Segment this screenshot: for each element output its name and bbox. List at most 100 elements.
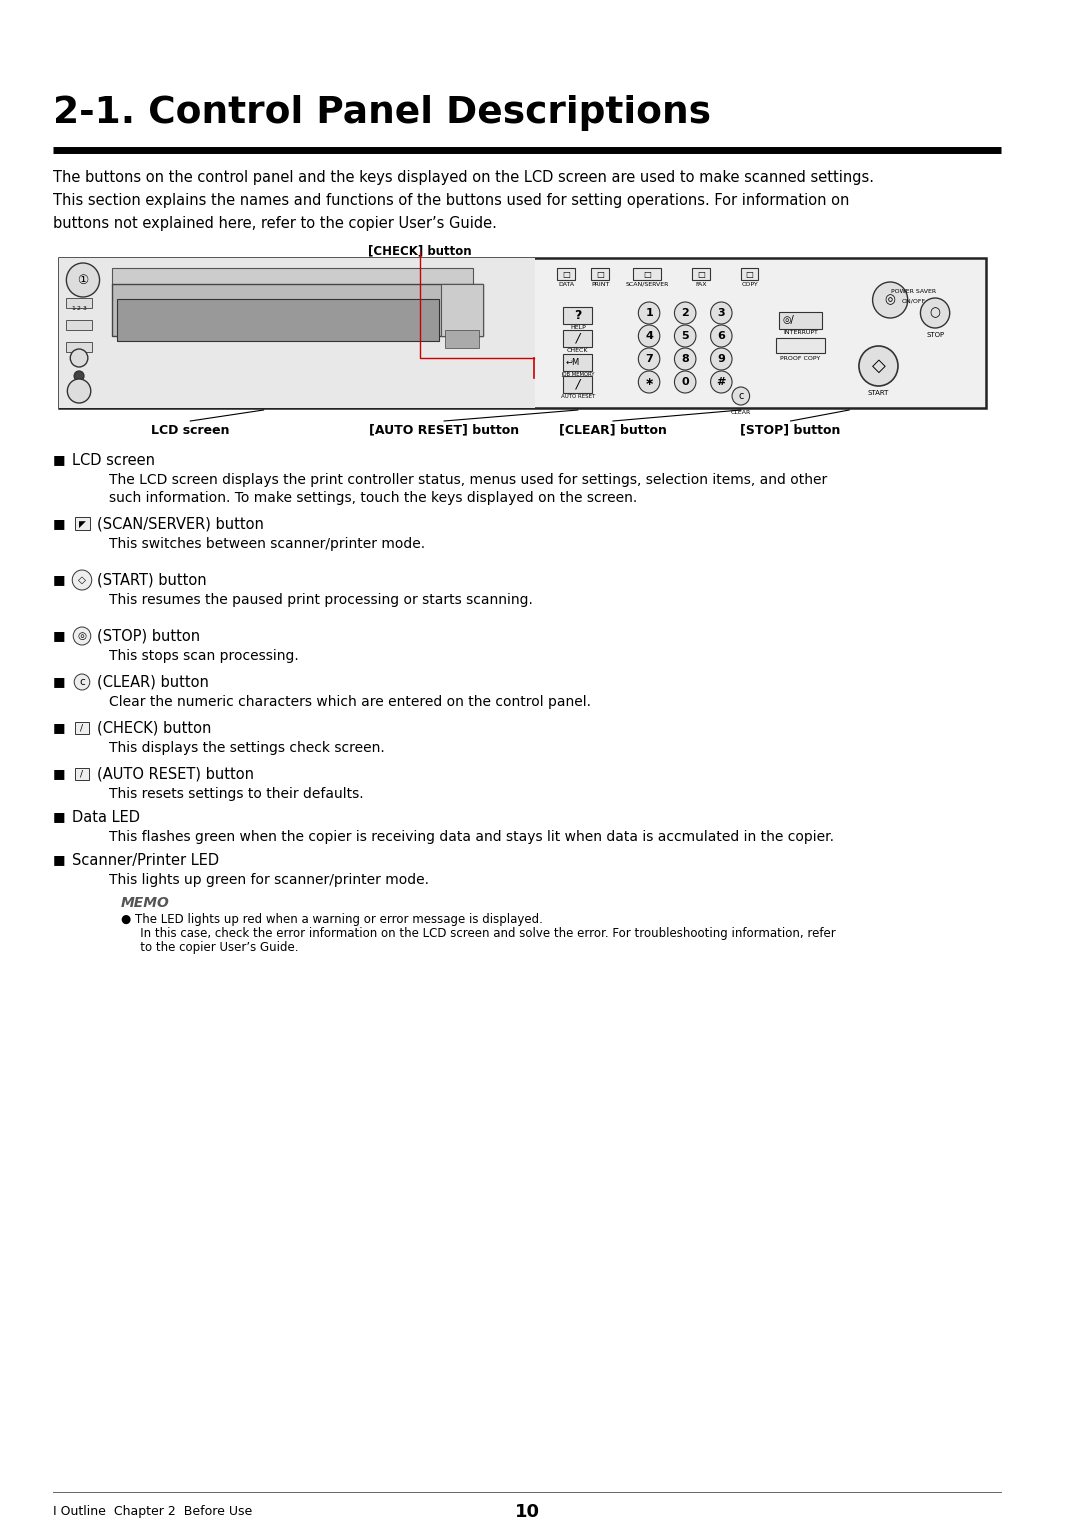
- Text: SCAN/SERVER: SCAN/SERVER: [625, 281, 669, 287]
- Circle shape: [75, 371, 84, 382]
- Text: [CHECK] button: [CHECK] button: [368, 244, 472, 256]
- Bar: [76, 722, 89, 734]
- Text: ◇: ◇: [872, 357, 886, 375]
- Circle shape: [638, 348, 660, 369]
- Text: (CLEAR) button: (CLEAR) button: [96, 674, 208, 690]
- Bar: [112, 284, 483, 336]
- Text: INTERRUPT: INTERRUPT: [783, 330, 818, 334]
- Text: 0: 0: [681, 377, 689, 388]
- Text: PROOF COPY: PROOF COPY: [780, 356, 821, 360]
- Bar: [779, 311, 822, 330]
- Text: ■: ■: [53, 574, 65, 586]
- Text: [AUTO RESET] button: [AUTO RESET] button: [369, 424, 519, 436]
- Text: such information. To make settings, touch the keys displayed on the screen.: such information. To make settings, touc…: [109, 491, 637, 505]
- Bar: [563, 354, 593, 371]
- Text: FAX: FAX: [696, 281, 706, 287]
- Text: Data LED: Data LED: [72, 809, 140, 824]
- Text: (START) button: (START) button: [96, 572, 206, 588]
- Bar: [445, 330, 480, 348]
- Text: AUTO RESET: AUTO RESET: [561, 394, 595, 398]
- Text: I Outline  Chapter 2  Before Use: I Outline Chapter 2 Before Use: [53, 1506, 252, 1518]
- Bar: [76, 768, 89, 780]
- Text: /: /: [576, 377, 580, 391]
- Text: ◎: ◎: [885, 293, 895, 307]
- Text: This stops scan processing.: This stops scan processing.: [109, 649, 299, 662]
- Text: ■: ■: [53, 630, 65, 642]
- Text: HELP: HELP: [570, 325, 585, 330]
- Text: ■: ■: [53, 768, 65, 780]
- Text: □: □: [563, 270, 570, 279]
- Circle shape: [73, 627, 91, 645]
- Text: This resumes the paused print processing or starts scanning.: This resumes the paused print processing…: [109, 594, 534, 607]
- Circle shape: [711, 325, 732, 346]
- Text: CLEAR: CLEAR: [731, 409, 751, 415]
- Text: 4: 4: [645, 331, 653, 340]
- Text: ON/OFF: ON/OFF: [902, 299, 926, 304]
- Bar: [557, 269, 575, 279]
- Bar: [76, 517, 90, 530]
- Text: This switches between scanner/printer mode.: This switches between scanner/printer mo…: [109, 537, 426, 551]
- Text: [CLEAR] button: [CLEAR] button: [559, 424, 667, 436]
- Bar: [66, 298, 92, 308]
- Text: #: #: [717, 377, 726, 388]
- Text: POWER SAVER: POWER SAVER: [891, 288, 936, 293]
- Text: 9: 9: [717, 354, 726, 365]
- Text: (STOP) button: (STOP) button: [96, 629, 200, 644]
- Text: ○: ○: [930, 307, 941, 319]
- Text: LCD screen: LCD screen: [151, 424, 230, 436]
- Circle shape: [675, 325, 696, 346]
- Bar: [66, 320, 92, 330]
- Text: In this case, check the error information on the LCD screen and solve the error.: In this case, check the error informatio…: [129, 926, 836, 940]
- Bar: [117, 299, 440, 340]
- Bar: [692, 269, 710, 279]
- Bar: [563, 375, 593, 394]
- Text: CHECK: CHECK: [567, 348, 589, 353]
- Text: 2-1. Control Panel Descriptions: 2-1. Control Panel Descriptions: [53, 95, 711, 131]
- Text: ①: ①: [78, 273, 89, 287]
- Text: c: c: [738, 391, 743, 401]
- Text: 6: 6: [717, 331, 726, 340]
- Text: [STOP] button: [STOP] button: [741, 424, 841, 436]
- Text: ?: ?: [575, 308, 581, 322]
- Circle shape: [70, 349, 87, 366]
- Text: 3: 3: [717, 308, 725, 317]
- Circle shape: [675, 348, 696, 369]
- Text: ↩M: ↩M: [565, 357, 579, 366]
- Text: DATA: DATA: [558, 281, 575, 287]
- Text: PRINT: PRINT: [591, 281, 609, 287]
- Circle shape: [67, 378, 91, 403]
- Text: This flashes green when the copier is receiving data and stays lit when data is : This flashes green when the copier is re…: [109, 830, 835, 844]
- Text: ■: ■: [53, 453, 65, 467]
- Text: ◎: ◎: [78, 630, 86, 641]
- Circle shape: [859, 346, 897, 386]
- Text: ◇: ◇: [78, 575, 86, 584]
- Text: JOB MEMORY: JOB MEMORY: [562, 371, 595, 377]
- Text: This displays the settings check screen.: This displays the settings check screen.: [109, 742, 386, 755]
- Text: 10: 10: [514, 1503, 540, 1521]
- Text: 1: 1: [645, 308, 653, 317]
- Bar: [634, 269, 661, 279]
- Text: MEMO: MEMO: [121, 896, 170, 909]
- Circle shape: [75, 674, 90, 690]
- Text: This lights up green for scanner/printer mode.: This lights up green for scanner/printer…: [109, 873, 430, 887]
- Circle shape: [711, 348, 732, 369]
- Text: This section explains the names and functions of the buttons used for setting op: This section explains the names and func…: [53, 192, 849, 208]
- Bar: [563, 307, 593, 324]
- Bar: [592, 269, 609, 279]
- Bar: [112, 269, 473, 285]
- Text: ◤: ◤: [79, 519, 85, 528]
- Text: ● The LED lights up red when a warning or error message is displayed.: ● The LED lights up red when a warning o…: [121, 913, 543, 925]
- Text: Clear the numeric characters which are entered on the control panel.: Clear the numeric characters which are e…: [109, 694, 592, 710]
- Text: □: □: [697, 270, 705, 279]
- Text: □: □: [596, 270, 604, 279]
- Text: ■: ■: [53, 810, 65, 824]
- Text: 1·2·3: 1·2·3: [71, 305, 87, 310]
- Circle shape: [732, 388, 750, 404]
- Bar: [58, 258, 986, 407]
- Text: The buttons on the control panel and the keys displayed on the LCD screen are us: The buttons on the control panel and the…: [53, 169, 874, 185]
- Text: Scanner/Printer LED: Scanner/Printer LED: [72, 853, 219, 867]
- Text: START: START: [867, 391, 889, 397]
- Text: This resets settings to their defaults.: This resets settings to their defaults.: [109, 787, 364, 801]
- Circle shape: [873, 282, 908, 317]
- Text: (AUTO RESET) button: (AUTO RESET) button: [96, 766, 254, 781]
